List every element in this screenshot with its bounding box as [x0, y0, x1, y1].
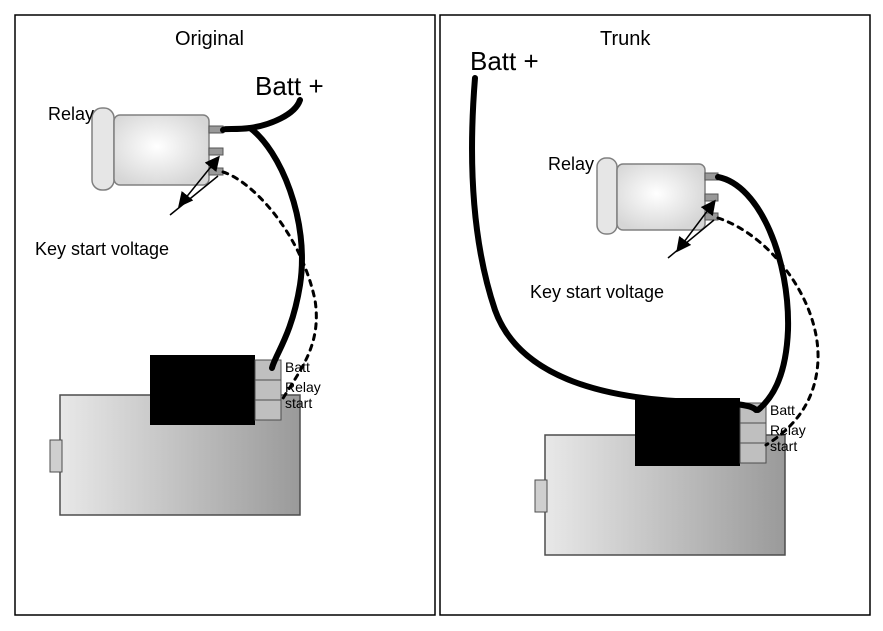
panel-title-right: Trunk: [600, 28, 651, 50]
relay-label-right: Relay: [548, 154, 594, 174]
relay-cap-left: [92, 108, 114, 190]
solenoid-terminals-right: [740, 403, 766, 463]
relay-cap-right: [597, 158, 617, 234]
starter-relay-label-left-2: start: [285, 395, 312, 411]
relay-terminal-3-left: [209, 168, 223, 175]
relay-left: [92, 108, 223, 190]
relay-body-right: [617, 164, 705, 230]
wire-heavy-left: [250, 128, 302, 368]
batt-plus-label-right: Batt +: [470, 46, 539, 76]
relay-terminal-2-left: [209, 148, 223, 155]
relay-terminal-3-right: [705, 213, 718, 220]
panel-original: Original Relay Key start voltage Batt + …: [15, 15, 435, 615]
batt-plus-label-left: Batt +: [255, 71, 324, 101]
starter-relay-label-right-1: Relay: [770, 422, 806, 438]
solenoid-left: [150, 355, 255, 425]
panel-trunk: Trunk Batt + Relay Key start voltage Bat…: [440, 15, 870, 615]
relay-body-left: [114, 115, 209, 185]
starter-left: [50, 355, 300, 515]
solenoid-terminals-left: [255, 360, 281, 420]
solenoid-right: [635, 398, 740, 466]
key-start-label-left: Key start voltage: [35, 239, 169, 259]
diagram-page: Original Relay Key start voltage Batt + …: [0, 0, 883, 631]
starter-nub-left: [50, 440, 62, 472]
starter-nub-right: [535, 480, 547, 512]
wire-relay-to-starter-right: [718, 177, 788, 410]
relay-label-left: Relay: [48, 104, 94, 124]
starter-right: [535, 398, 785, 555]
panel-title-left: Original: [175, 28, 244, 50]
relay-right: [597, 158, 718, 234]
wire-heavy-right: [472, 78, 756, 410]
relay-terminal-2-right: [705, 194, 718, 201]
starter-batt-label-right: Batt: [770, 402, 795, 418]
wire-batt-to-relay-left: [223, 100, 300, 130]
key-start-label-right: Key start voltage: [530, 282, 664, 302]
diagram-svg: Original Relay Key start voltage Batt + …: [0, 0, 883, 631]
